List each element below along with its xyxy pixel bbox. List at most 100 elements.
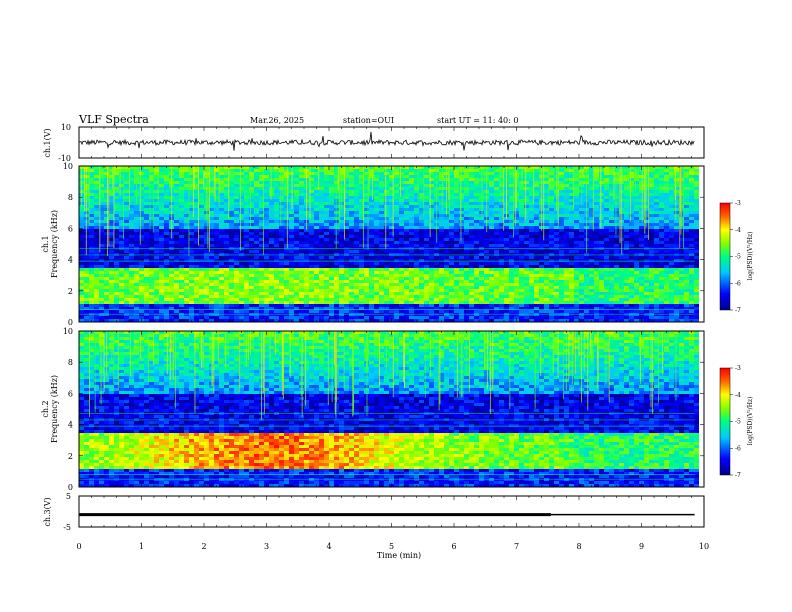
spectrogram-cell <box>529 244 534 247</box>
spectrogram-cell <box>254 190 259 193</box>
spectrogram-cell <box>404 259 409 262</box>
spectrogram-cell <box>514 217 519 220</box>
spectrogram-cell <box>214 199 219 202</box>
spectrogram-cell <box>94 238 99 241</box>
spectrogram-cell <box>444 220 449 223</box>
spectrogram-cell <box>209 304 214 307</box>
spectrogram-cell <box>159 262 164 265</box>
spectrogram-cell <box>489 235 494 238</box>
spectrogram-cell <box>234 217 239 220</box>
spectrogram-cell <box>109 301 114 304</box>
spectrogram-cell <box>429 205 434 208</box>
spectrogram-cell <box>499 256 504 259</box>
spectrogram-cell <box>159 286 164 289</box>
spectrogram-cell <box>504 292 509 295</box>
spectrogram-cell <box>89 301 94 304</box>
spectrogram-cell <box>504 262 509 265</box>
spectrogram-cell <box>424 298 429 301</box>
spectrogram-cell <box>234 268 239 271</box>
spectrogram-cell <box>449 280 454 283</box>
spectrogram-cell <box>469 181 474 184</box>
spectrogram-cell <box>299 319 304 322</box>
spectrogram-cell <box>454 223 459 226</box>
spectrogram-cell <box>154 289 159 292</box>
spectrogram-cell <box>109 202 114 205</box>
spectrogram-cell <box>354 175 359 178</box>
spectrogram-cell <box>184 280 189 283</box>
spectrogram-cell <box>354 214 359 217</box>
spectrogram-cell <box>444 217 449 220</box>
spectrogram-cell <box>319 217 324 220</box>
spectrogram-cell <box>469 196 474 199</box>
spectrogram-cell <box>254 208 259 211</box>
spectrogram-cell <box>209 253 214 256</box>
spectrogram-cell <box>514 226 519 229</box>
spectrogram-cell <box>494 268 499 271</box>
spectrogram-cell <box>374 307 379 310</box>
spectrogram-cell <box>214 196 219 199</box>
spectrogram-cell <box>114 205 119 208</box>
spectrogram-cell <box>284 229 289 232</box>
spectrogram-cell <box>404 226 409 229</box>
spectrogram-cell <box>409 292 414 295</box>
spectrogram-cell <box>389 187 394 190</box>
spectrogram-cell <box>109 205 114 208</box>
spectrogram-cell <box>489 298 494 301</box>
spectrogram-cell <box>449 214 454 217</box>
spectrogram-cell <box>374 202 379 205</box>
spectrogram-cell <box>429 274 434 277</box>
spectrogram-cell <box>444 277 449 280</box>
spectrogram-cell <box>484 292 489 295</box>
spectrogram-cell <box>274 265 279 268</box>
spectrogram-cell <box>489 304 494 307</box>
spectrogram-cell <box>224 238 229 241</box>
spectrogram-cell <box>319 202 324 205</box>
spectrogram-cell <box>124 286 129 289</box>
spectrogram-cell <box>439 226 444 229</box>
spectrogram-cell <box>234 187 239 190</box>
spectrogram-cell <box>369 211 374 214</box>
spectrogram-cell <box>189 283 194 286</box>
spectrogram-cell <box>189 205 194 208</box>
spectrogram-cell <box>374 190 379 193</box>
spectrogram-cell <box>314 307 319 310</box>
spectrogram-cell <box>324 241 329 244</box>
spectrogram-cell <box>114 226 119 229</box>
spectrogram-cell <box>494 280 499 283</box>
spectrogram-cell <box>384 178 389 181</box>
spectrogram-cell <box>524 190 529 193</box>
spectrogram-cell <box>214 217 219 220</box>
spectrogram-cell <box>384 202 389 205</box>
spectrogram-cell <box>184 298 189 301</box>
spectrogram-cell <box>119 289 124 292</box>
spectrogram-cell <box>309 238 314 241</box>
spectrogram-cell <box>434 286 439 289</box>
spectrogram-cell <box>284 283 289 286</box>
spectrogram-cell <box>99 259 104 262</box>
spectrogram-cell <box>449 307 454 310</box>
spectrogram-cell <box>364 229 369 232</box>
spectrogram-cell <box>399 178 404 181</box>
spectrogram-cell <box>419 250 424 253</box>
spectrogram-cell <box>334 292 339 295</box>
spectrogram-cell <box>509 217 514 220</box>
spectrogram-cell <box>459 301 464 304</box>
spectrogram-cell <box>254 298 259 301</box>
spectrogram-cell <box>94 316 99 319</box>
spectrogram-cell <box>479 175 484 178</box>
spectrogram-cell <box>304 265 309 268</box>
spectrogram-cell <box>259 202 264 205</box>
spectrogram-cell <box>239 172 244 175</box>
spectrogram-cell <box>244 172 249 175</box>
spectrogram-cell <box>179 181 184 184</box>
spectrogram-cell <box>199 274 204 277</box>
spectrogram-cell <box>469 301 474 304</box>
spectrogram-cell <box>399 166 404 169</box>
spectrogram-cell <box>349 166 354 169</box>
spectrogram-cell <box>459 235 464 238</box>
start-time-label: start UT = 11: 40: 0 <box>437 116 518 125</box>
spectrogram-cell <box>199 277 204 280</box>
spectrogram-cell <box>269 184 274 187</box>
spectrogram-cell <box>239 193 244 196</box>
spectrogram-cell <box>369 280 374 283</box>
